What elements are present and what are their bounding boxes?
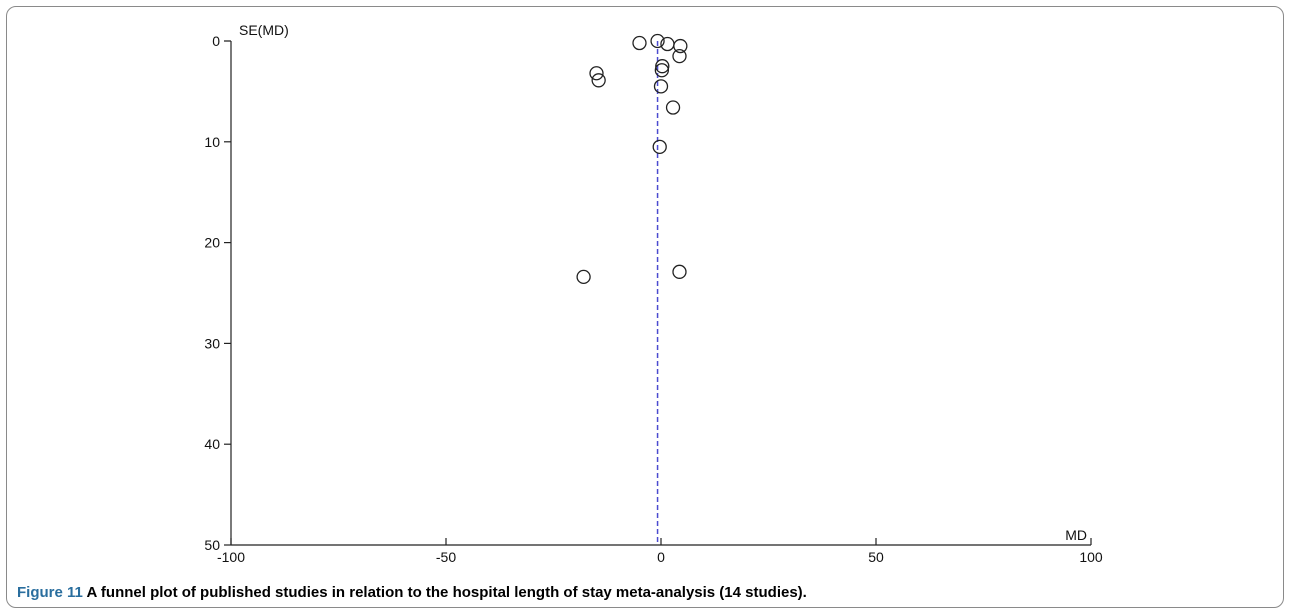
axes (230, 41, 1091, 546)
y-axis-label: SE(MD) (239, 22, 289, 38)
data-point (653, 79, 669, 94)
data-point (665, 100, 681, 115)
y-tick-label: 30 (204, 335, 220, 351)
data-point (650, 33, 665, 49)
y-tick-label: 50 (204, 537, 220, 553)
y-tick-label: 0 (212, 33, 220, 49)
funnel-plot: 0 10 20 30 40 50 -100 -50 0 50 100 SE(MD) MD (204, 22, 1103, 565)
y-ticks: 0 10 20 30 40 50 (204, 33, 231, 553)
figure-number: Figure 11 (17, 584, 83, 601)
data-point (632, 35, 647, 51)
figure-caption-text: A funnel plot of published studies in re… (82, 584, 807, 601)
data-point (576, 269, 591, 285)
data-points (576, 33, 688, 285)
data-point (652, 139, 667, 154)
data-point (672, 264, 687, 279)
data-point (655, 59, 670, 74)
y-tick-label: 10 (204, 134, 220, 150)
x-tick-label: 0 (657, 549, 665, 565)
figure-caption: Figure 11 A funnel plot of published stu… (17, 584, 807, 601)
data-point (589, 66, 604, 81)
y-tick-label: 40 (204, 436, 220, 452)
x-axis-label: MD (1065, 527, 1087, 543)
x-tick-label: -100 (217, 549, 245, 565)
x-ticks: -100 -50 0 50 100 (217, 538, 1103, 565)
figure-frame: 0 10 20 30 40 50 -100 -50 0 50 100 SE(MD) MD Figu… (6, 6, 1284, 608)
y-tick-label: 20 (204, 235, 220, 251)
x-tick-label: 100 (1079, 549, 1103, 565)
data-point (672, 48, 687, 64)
data-point (654, 63, 670, 78)
data-point (673, 38, 688, 54)
x-tick-label: 50 (868, 549, 884, 565)
x-tick-label: -50 (436, 549, 456, 565)
data-point (591, 73, 606, 88)
